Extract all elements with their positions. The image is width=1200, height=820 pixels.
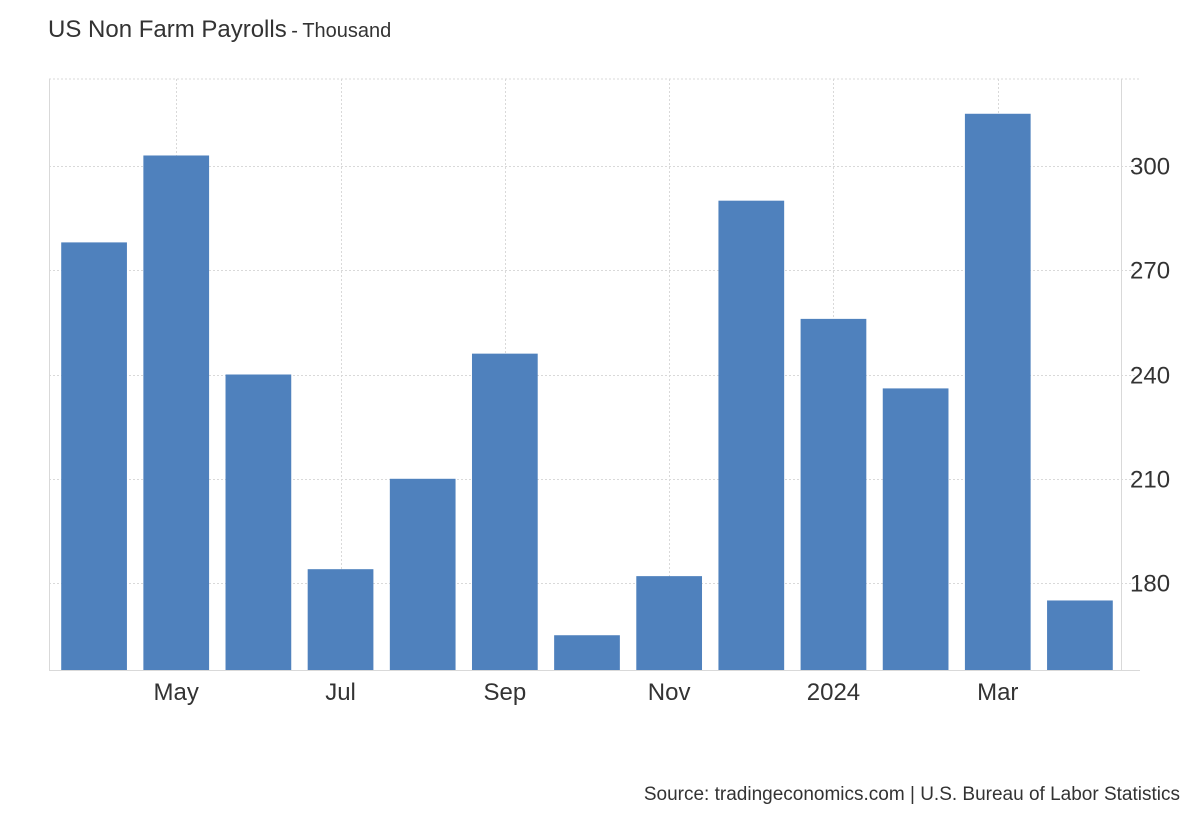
bars-layer xyxy=(61,113,1113,671)
chart-title-separator: - xyxy=(291,20,298,42)
labels-layer: 180 210 240 270 300 May Jul Sep Nov 2024 Mar xyxy=(154,154,1170,707)
x-tick-label: 2024 xyxy=(807,679,860,706)
x-tick-label: May xyxy=(154,679,199,706)
x-tick-label: Mar xyxy=(977,679,1018,706)
bar xyxy=(1047,600,1113,670)
x-tick-label: Nov xyxy=(648,679,691,706)
source-note: Source: tradingeconomics.com | U.S. Bure… xyxy=(643,784,1180,805)
chart-title: US Non Farm Payrolls - Thousand xyxy=(48,16,391,44)
y-tick-label: 240 xyxy=(1130,363,1170,390)
x-tick-label: Jul xyxy=(325,679,356,706)
bar xyxy=(554,635,620,670)
x-tick-label: Sep xyxy=(483,679,526,706)
y-tick-label: 300 xyxy=(1130,154,1170,181)
bar xyxy=(636,576,703,670)
chart-title-main: US Non Farm Payrolls xyxy=(48,16,287,43)
bar xyxy=(718,200,785,671)
bar xyxy=(882,388,949,670)
bar xyxy=(964,113,1031,670)
y-tick-label: 210 xyxy=(1130,467,1170,494)
chart-title-unit: Thousand xyxy=(302,20,392,42)
y-tick-label: 270 xyxy=(1130,258,1170,285)
bar xyxy=(61,242,127,671)
bar xyxy=(307,569,374,670)
axis-layer xyxy=(49,79,1140,671)
bar xyxy=(471,353,538,670)
bar xyxy=(143,155,210,670)
bar xyxy=(800,318,867,670)
bar xyxy=(389,478,456,670)
bar xyxy=(225,374,292,670)
y-tick-label: 180 xyxy=(1130,571,1170,598)
